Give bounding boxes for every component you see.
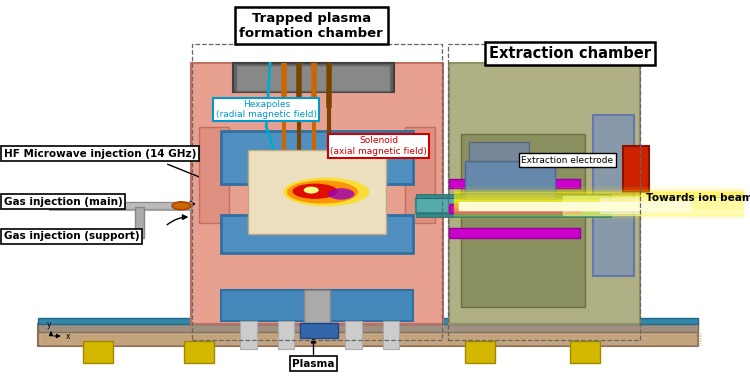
- FancyBboxPatch shape: [221, 290, 413, 321]
- Ellipse shape: [328, 188, 354, 200]
- Ellipse shape: [304, 187, 319, 194]
- FancyBboxPatch shape: [38, 323, 698, 332]
- FancyBboxPatch shape: [405, 127, 435, 223]
- FancyBboxPatch shape: [240, 321, 256, 349]
- Text: x: x: [66, 332, 70, 341]
- Text: Trapped plasma
formation chamber: Trapped plasma formation chamber: [239, 12, 383, 40]
- Text: Extraction electrode: Extraction electrode: [521, 156, 614, 164]
- FancyBboxPatch shape: [38, 324, 698, 346]
- Ellipse shape: [172, 202, 190, 210]
- Text: Plasma: Plasma: [292, 359, 334, 369]
- Text: Solenoid
(axial magnetic field): Solenoid (axial magnetic field): [330, 136, 427, 156]
- FancyBboxPatch shape: [448, 179, 580, 188]
- FancyBboxPatch shape: [135, 207, 144, 238]
- FancyBboxPatch shape: [236, 65, 390, 91]
- FancyBboxPatch shape: [345, 321, 362, 349]
- FancyBboxPatch shape: [416, 198, 611, 213]
- FancyBboxPatch shape: [304, 290, 330, 324]
- FancyBboxPatch shape: [465, 161, 555, 200]
- Text: Extraction chamber: Extraction chamber: [489, 46, 651, 61]
- FancyBboxPatch shape: [184, 341, 214, 363]
- FancyBboxPatch shape: [248, 150, 386, 234]
- FancyBboxPatch shape: [622, 146, 649, 192]
- FancyBboxPatch shape: [570, 341, 600, 363]
- FancyBboxPatch shape: [592, 115, 634, 276]
- FancyBboxPatch shape: [448, 228, 580, 238]
- FancyBboxPatch shape: [49, 202, 191, 209]
- FancyBboxPatch shape: [278, 321, 294, 349]
- Ellipse shape: [286, 180, 358, 204]
- FancyBboxPatch shape: [448, 204, 580, 213]
- Ellipse shape: [284, 177, 369, 207]
- FancyBboxPatch shape: [300, 323, 338, 338]
- FancyBboxPatch shape: [465, 341, 495, 363]
- FancyBboxPatch shape: [461, 134, 585, 307]
- FancyBboxPatch shape: [221, 215, 413, 253]
- Text: HF Microwave injection (14 GHz): HF Microwave injection (14 GHz): [4, 149, 196, 159]
- FancyBboxPatch shape: [221, 131, 413, 184]
- FancyBboxPatch shape: [232, 63, 394, 92]
- FancyBboxPatch shape: [416, 194, 611, 198]
- FancyBboxPatch shape: [38, 318, 698, 324]
- FancyBboxPatch shape: [382, 321, 399, 349]
- FancyBboxPatch shape: [82, 341, 112, 363]
- FancyBboxPatch shape: [199, 127, 229, 223]
- FancyBboxPatch shape: [469, 142, 529, 161]
- Ellipse shape: [292, 184, 338, 199]
- FancyBboxPatch shape: [191, 63, 442, 324]
- Text: Hexapoles
(radial magnetic field): Hexapoles (radial magnetic field): [216, 100, 316, 119]
- Text: Towards ion beamline: Towards ion beamline: [646, 193, 750, 203]
- FancyBboxPatch shape: [46, 204, 53, 208]
- FancyBboxPatch shape: [448, 63, 640, 324]
- Text: y: y: [46, 320, 51, 329]
- Text: Gas injection (support): Gas injection (support): [4, 231, 140, 241]
- Text: Gas injection (main): Gas injection (main): [4, 197, 122, 207]
- FancyBboxPatch shape: [416, 213, 611, 217]
